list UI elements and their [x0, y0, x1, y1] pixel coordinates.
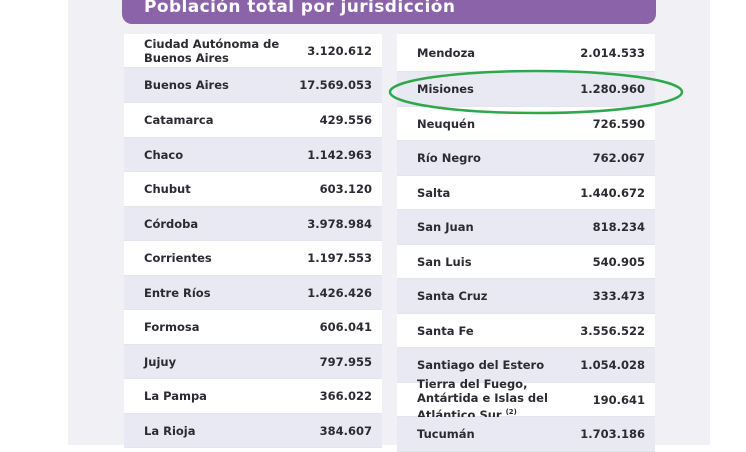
- province-name: Chubut: [144, 182, 191, 196]
- table-row: Río Negro 762.067: [397, 141, 655, 176]
- population-value: 1.054.028: [580, 358, 645, 372]
- population-value: 726.590: [592, 116, 645, 131]
- table-row: Santa Fe 3.556.522: [397, 314, 655, 348]
- table-row: Chaco 1.142.963: [124, 138, 382, 172]
- province-name: Río Negro: [417, 151, 481, 165]
- table-row: Neuquén 726.590: [397, 107, 655, 141]
- table-row: Santiago del Estero 1.054.028: [397, 348, 655, 383]
- province-name: La Rioja: [144, 423, 196, 438]
- province-name: San Juan: [417, 220, 474, 234]
- population-value: 3.120.612: [307, 43, 372, 58]
- population-value: 333.473: [592, 289, 645, 303]
- table-row: Entre Ríos 1.426.426: [124, 276, 382, 310]
- province-name: Salta: [417, 185, 451, 200]
- table-row: La Rioja 384.607: [124, 414, 382, 448]
- table-title: Población total por jurisdicción: [144, 0, 456, 17]
- population-value: 3.978.984: [307, 216, 372, 231]
- population-value: 17.569.053: [299, 78, 372, 92]
- province-name: Chaco: [144, 147, 184, 162]
- table-header: Población total por jurisdicción: [122, 0, 656, 24]
- population-value: 1.426.426: [307, 285, 372, 300]
- table-row: Corrientes 1.197.553: [124, 241, 382, 276]
- table-row: Mendoza 2.014.533: [397, 34, 655, 72]
- province-name: Tierra del Fuego, Antártida e Islas del …: [417, 377, 593, 422]
- table-row: Formosa 606.041: [124, 310, 382, 345]
- population-value: 540.905: [592, 254, 645, 269]
- table-row: Jujuy 797.955: [124, 345, 382, 379]
- population-value: 1.280.960: [580, 82, 645, 96]
- footnote-marker: (2): [505, 408, 517, 417]
- province-name: Tucumán: [417, 427, 475, 441]
- population-value: 1.142.963: [307, 147, 372, 162]
- province-name: Mendoza: [417, 45, 476, 60]
- province-name: Corrientes: [144, 251, 212, 265]
- population-value: 190.641: [592, 392, 645, 407]
- table-row: Ciudad Autónoma de Buenos Aires 3.120.61…: [124, 34, 382, 68]
- province-name: Ciudad Autónoma de Buenos Aires: [144, 36, 280, 65]
- province-name: Santiago del Estero: [417, 358, 545, 372]
- table-row: San Luis 540.905: [397, 245, 655, 279]
- population-value: 797.955: [319, 354, 372, 369]
- population-value: 1.703.186: [580, 427, 645, 441]
- province-name: Santa Cruz: [417, 289, 488, 303]
- province-name: Buenos Aires: [144, 78, 229, 92]
- table-row: Buenos Aires 17.569.053: [124, 68, 382, 103]
- province-name: San Luis: [417, 254, 472, 269]
- population-value: 603.120: [319, 182, 372, 196]
- province-name: Jujuy: [144, 354, 177, 369]
- table-row: Salta 1.440.672: [397, 176, 655, 210]
- population-value: 1.197.553: [307, 251, 372, 265]
- table-row: Tucumán 1.703.186: [397, 417, 655, 452]
- province-name: Misiones: [417, 82, 474, 96]
- province-name-text: Tierra del Fuego, Antártida e Islas del …: [417, 377, 548, 422]
- population-value: 3.556.522: [580, 323, 645, 338]
- table-row: Catamarca 429.556: [124, 103, 382, 138]
- province-name: Córdoba: [144, 216, 199, 231]
- table-row: Misiones 1.280.960: [397, 72, 655, 107]
- table-row: Tierra del Fuego, Antártida e Islas del …: [397, 377, 655, 422]
- province-name: Formosa: [144, 320, 200, 334]
- population-value: 429.556: [319, 113, 372, 127]
- population-value: 366.022: [319, 389, 372, 403]
- table-row: San Juan 818.234: [397, 210, 655, 245]
- population-value: 2.014.533: [580, 45, 645, 60]
- province-name: Santa Fe: [417, 323, 474, 338]
- province-name: Neuquén: [417, 116, 476, 131]
- population-value: 606.041: [319, 320, 372, 334]
- population-value: 762.067: [592, 151, 645, 165]
- table-row: Santa Cruz 333.473: [397, 279, 655, 314]
- province-name: Entre Ríos: [144, 285, 211, 300]
- table-row: Córdoba 3.978.984: [124, 207, 382, 241]
- province-name: Catamarca: [144, 113, 214, 127]
- table-row: Chubut 603.120: [124, 172, 382, 207]
- table-row: La Pampa 366.022: [124, 379, 382, 414]
- province-name: La Pampa: [144, 389, 207, 403]
- population-value: 384.607: [319, 423, 372, 438]
- population-value: 818.234: [592, 220, 645, 234]
- population-value: 1.440.672: [580, 185, 645, 200]
